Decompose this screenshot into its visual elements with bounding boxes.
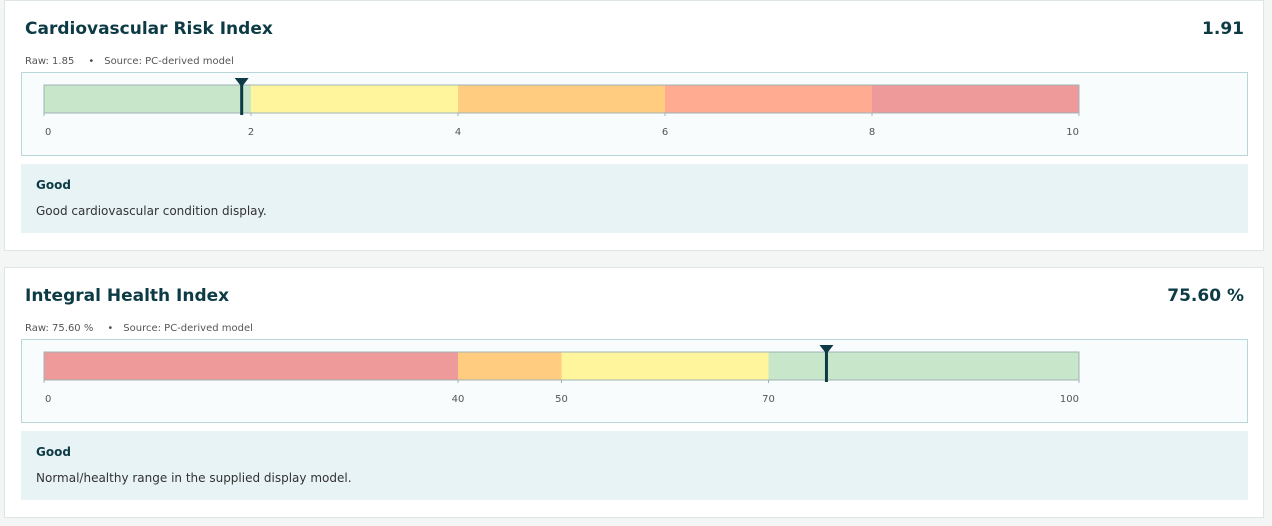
card-title: Integral Health Index bbox=[25, 286, 230, 306]
gauge-band bbox=[561, 352, 769, 380]
card-value: 1.91 bbox=[1202, 19, 1244, 39]
separator bbox=[74, 56, 104, 67]
gauge-svg: 0 2 4 6 8 10 bbox=[43, 78, 1080, 138]
marker-head bbox=[819, 345, 834, 354]
tick-label: 50 bbox=[555, 394, 568, 405]
tick-label: 4 bbox=[455, 127, 461, 138]
status-text: Good cardiovascular condition display. bbox=[36, 204, 267, 218]
gauge-svg: 0 40 50 70 100 bbox=[43, 345, 1080, 405]
gauge-band bbox=[458, 352, 562, 380]
status-title: Good bbox=[36, 178, 71, 192]
tick-label: 0 bbox=[45, 394, 51, 405]
tick-label: 10 bbox=[1066, 127, 1079, 138]
status-text: Normal/healthy range in the supplied dis… bbox=[36, 471, 352, 485]
gauge-band bbox=[872, 85, 1079, 113]
tick-label: 8 bbox=[869, 127, 875, 138]
tick-label: 0 bbox=[45, 127, 51, 138]
tick-label: 6 bbox=[662, 127, 668, 138]
gauge-band bbox=[44, 85, 251, 113]
status-box: Good Normal/healthy range in the supplied… bbox=[21, 431, 1248, 500]
separator bbox=[93, 323, 123, 334]
gauge-band bbox=[458, 85, 665, 113]
gauge-band bbox=[251, 85, 458, 113]
meta: Raw: 1.85 Source: PC-derived model bbox=[25, 56, 234, 67]
gauge-band bbox=[665, 85, 872, 113]
status-box: Good Good cardiovascular condition displa… bbox=[21, 164, 1248, 233]
tick-label: 100 bbox=[1060, 394, 1079, 405]
card-title: Cardiovascular Risk Index bbox=[25, 19, 273, 39]
gauge-outline bbox=[43, 84, 1080, 114]
tick-label: 2 bbox=[248, 127, 254, 138]
meta: Raw: 75.60 % Source: PC-derived model bbox=[25, 323, 253, 334]
card: Integral Health Index 75.60 % Raw: 75.60 %… bbox=[4, 267, 1264, 518]
card-value: 75.60 % bbox=[1167, 286, 1244, 306]
gauge: 0 40 50 70 100 bbox=[21, 339, 1248, 423]
source: Source: PC-derived model bbox=[104, 56, 234, 67]
card: Cardiovascular Risk Index 1.91 Raw: 1.85 So… bbox=[4, 0, 1264, 251]
status-title: Good bbox=[36, 445, 71, 459]
raw-value: Raw: 1.85 bbox=[25, 56, 75, 67]
raw-value: Raw: 75.60 % bbox=[25, 323, 94, 334]
gauge: 0 2 4 6 8 10 bbox=[21, 72, 1248, 156]
gauge-band bbox=[44, 352, 458, 380]
gauge-band bbox=[768, 352, 1079, 380]
tick-label: 70 bbox=[762, 394, 775, 405]
source: Source: PC-derived model bbox=[123, 323, 253, 334]
marker-head bbox=[234, 78, 249, 87]
tick-label: 40 bbox=[452, 394, 465, 405]
